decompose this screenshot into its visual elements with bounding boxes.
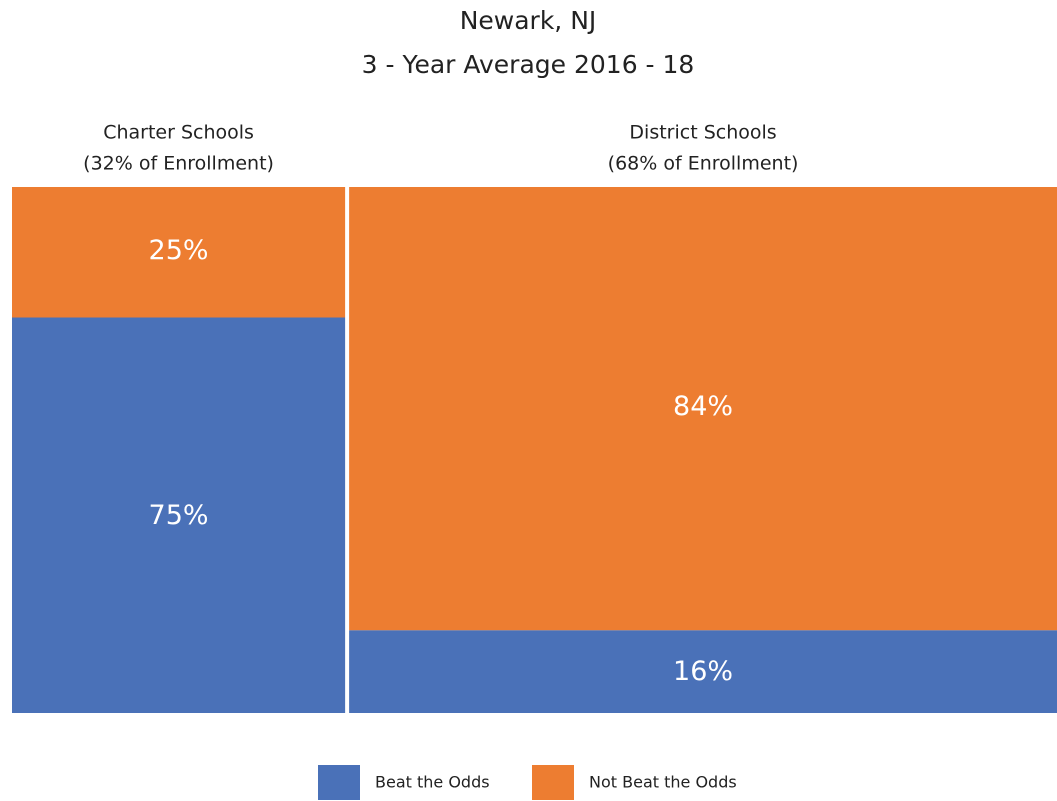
segment	[12, 317, 346, 713]
legend-label: Beat the Odds	[375, 773, 490, 792]
category-label: Charter Schools	[103, 122, 254, 144]
value-label: 25%	[149, 235, 209, 266]
chart-subtitle: 3 - Year Average 2016 - 18	[362, 50, 695, 79]
value-label: 16%	[673, 656, 733, 687]
value-label: 84%	[673, 391, 733, 422]
segment	[349, 187, 1057, 631]
segment	[349, 630, 1057, 713]
legend-label: Not Beat the Odds	[589, 773, 737, 792]
segment	[12, 187, 346, 318]
legend-swatch	[318, 765, 360, 800]
chart-title: Newark, NJ	[460, 6, 597, 35]
category-label: District Schools	[629, 122, 776, 144]
value-label: 75%	[149, 500, 209, 531]
category-share-label: (32% of Enrollment)	[83, 153, 274, 175]
category-share-label: (68% of Enrollment)	[608, 153, 799, 175]
legend-swatch	[532, 765, 574, 800]
